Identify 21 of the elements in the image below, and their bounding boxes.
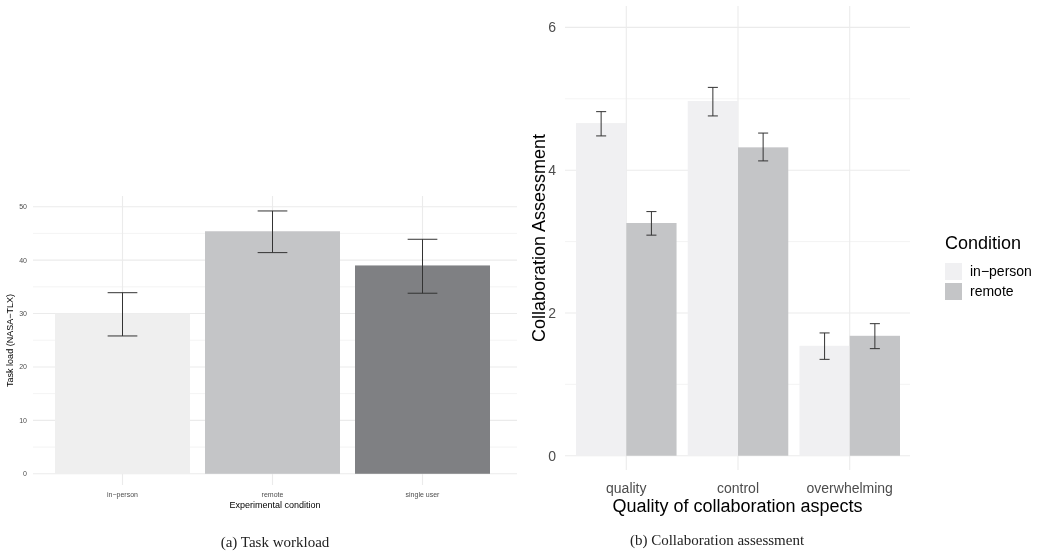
legend-title: Condition bbox=[945, 233, 1022, 253]
bar bbox=[738, 147, 789, 456]
y-tick-label: 2 bbox=[548, 304, 557, 321]
text: (a) Task workload bbox=[220, 534, 330, 551]
bar bbox=[355, 265, 490, 474]
x-axis-title: Quality of collaboration aspects bbox=[612, 496, 863, 516]
y-axis-title: Collaboration Assessment bbox=[529, 133, 549, 343]
bar bbox=[626, 223, 677, 456]
x-axis-title: Experimental condition bbox=[229, 500, 321, 510]
bar bbox=[205, 231, 340, 474]
y-tick-label: 6 bbox=[548, 19, 557, 36]
text: (b) Collaboration assessment bbox=[629, 532, 805, 549]
x-tick-label: control bbox=[716, 480, 760, 496]
y-axis-title: Task load (NASA−TLX) bbox=[5, 294, 15, 387]
legend-label: in−person bbox=[970, 263, 1032, 280]
x-tick-label: overwhelming bbox=[806, 480, 893, 496]
x-tick-label: quality bbox=[606, 480, 647, 496]
y-tick-label: 0 bbox=[548, 447, 557, 464]
y-tick-label: 4 bbox=[548, 162, 557, 179]
legend-label: remote bbox=[970, 283, 1014, 300]
bar bbox=[849, 335, 900, 456]
